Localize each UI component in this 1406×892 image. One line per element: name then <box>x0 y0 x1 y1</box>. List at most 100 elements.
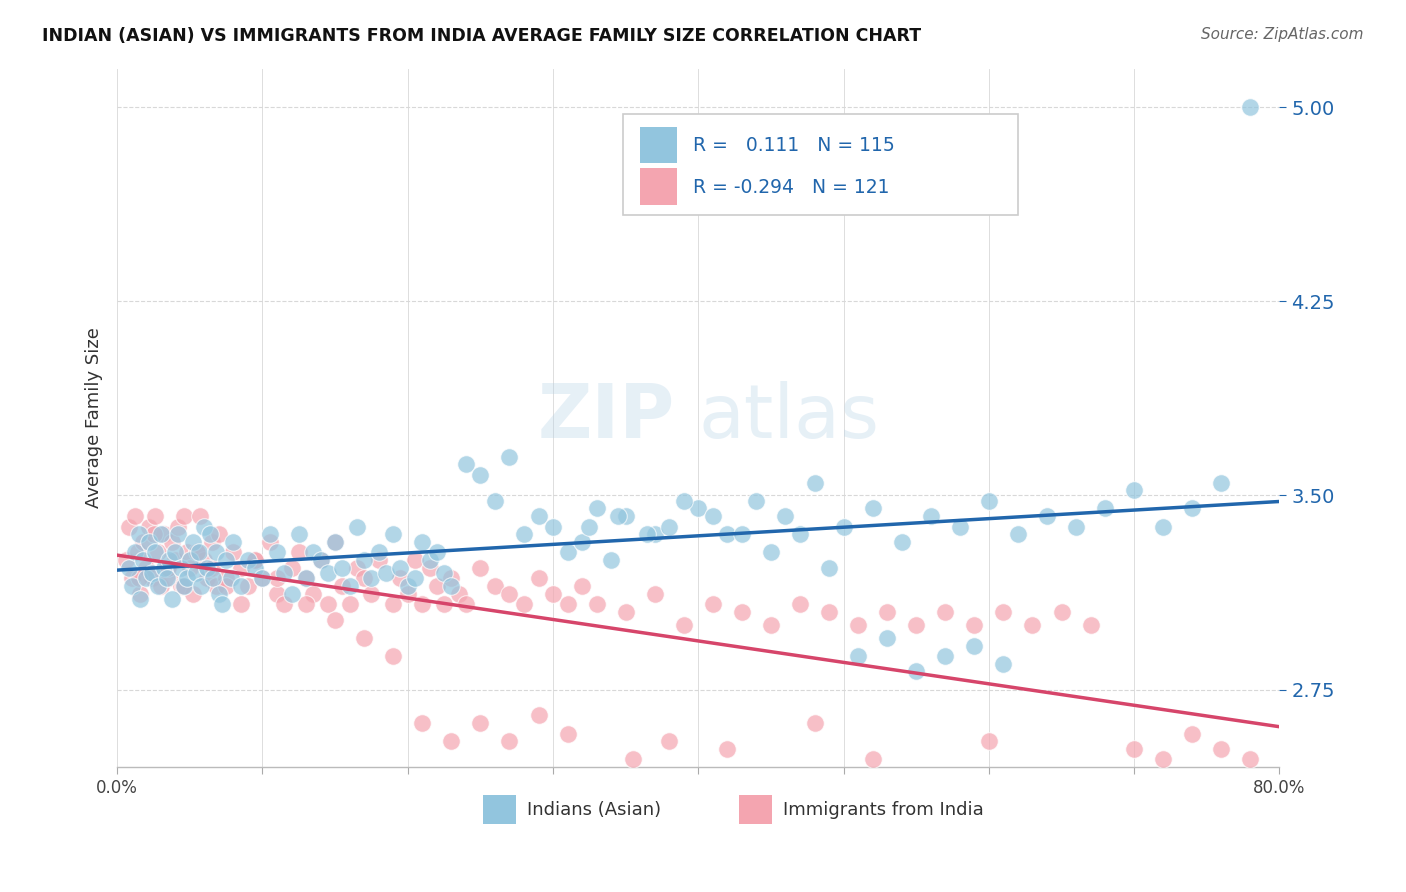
Point <box>731 527 754 541</box>
Point <box>484 493 506 508</box>
Text: ZIP: ZIP <box>538 382 675 454</box>
Point <box>963 639 986 653</box>
Point <box>266 587 288 601</box>
Text: R =   0.111   N = 115: R = 0.111 N = 115 <box>693 136 894 155</box>
Point <box>266 545 288 559</box>
Point <box>419 561 441 575</box>
Point <box>513 527 536 541</box>
Point <box>447 587 470 601</box>
Point <box>229 579 252 593</box>
Point <box>672 617 695 632</box>
Point <box>846 617 869 632</box>
Point <box>716 742 738 756</box>
Point <box>470 467 492 482</box>
Point <box>1211 475 1233 490</box>
Point <box>208 587 231 601</box>
FancyBboxPatch shape <box>740 795 772 824</box>
Point <box>1152 752 1174 766</box>
Point <box>176 545 198 559</box>
Point <box>124 509 146 524</box>
Point <box>332 579 354 593</box>
Y-axis label: Average Family Size: Average Family Size <box>86 327 103 508</box>
Point <box>309 553 332 567</box>
Point <box>141 566 163 580</box>
Point <box>288 527 311 541</box>
Point <box>152 561 174 575</box>
Point <box>143 509 166 524</box>
Point <box>146 545 169 559</box>
Point <box>731 605 754 619</box>
Point <box>1050 605 1073 619</box>
Point <box>759 545 782 559</box>
Point <box>541 519 564 533</box>
Point <box>411 535 433 549</box>
Point <box>162 591 184 606</box>
Point <box>470 716 492 731</box>
Point <box>132 535 155 549</box>
Point <box>382 597 405 611</box>
Point <box>541 587 564 601</box>
Point <box>375 566 398 580</box>
Point <box>295 571 318 585</box>
Point <box>118 561 141 575</box>
Point <box>382 648 405 663</box>
Point <box>215 553 238 567</box>
Point <box>280 561 302 575</box>
Point <box>245 553 267 567</box>
Point <box>138 535 160 549</box>
Point <box>245 561 267 575</box>
Point <box>188 509 211 524</box>
Point <box>198 527 221 541</box>
Point <box>862 752 884 766</box>
Text: Indians (Asian): Indians (Asian) <box>527 801 662 819</box>
Point <box>1021 617 1043 632</box>
Point <box>201 535 224 549</box>
Point <box>346 519 368 533</box>
Point <box>1181 726 1204 740</box>
Point <box>193 519 215 533</box>
Point <box>124 545 146 559</box>
Point <box>759 617 782 632</box>
Point <box>454 597 477 611</box>
FancyBboxPatch shape <box>640 169 678 205</box>
Point <box>411 597 433 611</box>
Point <box>195 561 218 575</box>
Point <box>236 579 259 593</box>
Point <box>316 597 339 611</box>
Point <box>702 597 724 611</box>
Point <box>316 566 339 580</box>
Point <box>846 648 869 663</box>
Point <box>993 605 1015 619</box>
Point <box>963 617 986 632</box>
Point <box>155 571 177 585</box>
Point <box>803 716 825 731</box>
Point <box>266 571 288 585</box>
Point <box>621 752 644 766</box>
Point <box>389 571 412 585</box>
Point <box>184 566 207 580</box>
Point <box>288 545 311 559</box>
Point <box>644 527 666 541</box>
Point <box>353 571 375 585</box>
Point <box>339 597 361 611</box>
Point <box>259 535 281 549</box>
Point <box>323 535 346 549</box>
Point <box>187 545 209 559</box>
Point <box>295 597 318 611</box>
Point <box>215 571 238 585</box>
FancyBboxPatch shape <box>484 795 516 824</box>
Point <box>280 587 302 601</box>
Point <box>159 553 181 567</box>
Point <box>498 734 520 748</box>
Point <box>367 545 389 559</box>
Point <box>273 566 295 580</box>
Point <box>149 527 172 541</box>
Point <box>454 458 477 472</box>
Point <box>128 571 150 585</box>
Point <box>143 545 166 559</box>
Point <box>129 587 152 601</box>
Point <box>557 545 579 559</box>
Point <box>132 553 155 567</box>
Text: Immigrants from India: Immigrants from India <box>783 801 984 819</box>
Point <box>181 535 204 549</box>
